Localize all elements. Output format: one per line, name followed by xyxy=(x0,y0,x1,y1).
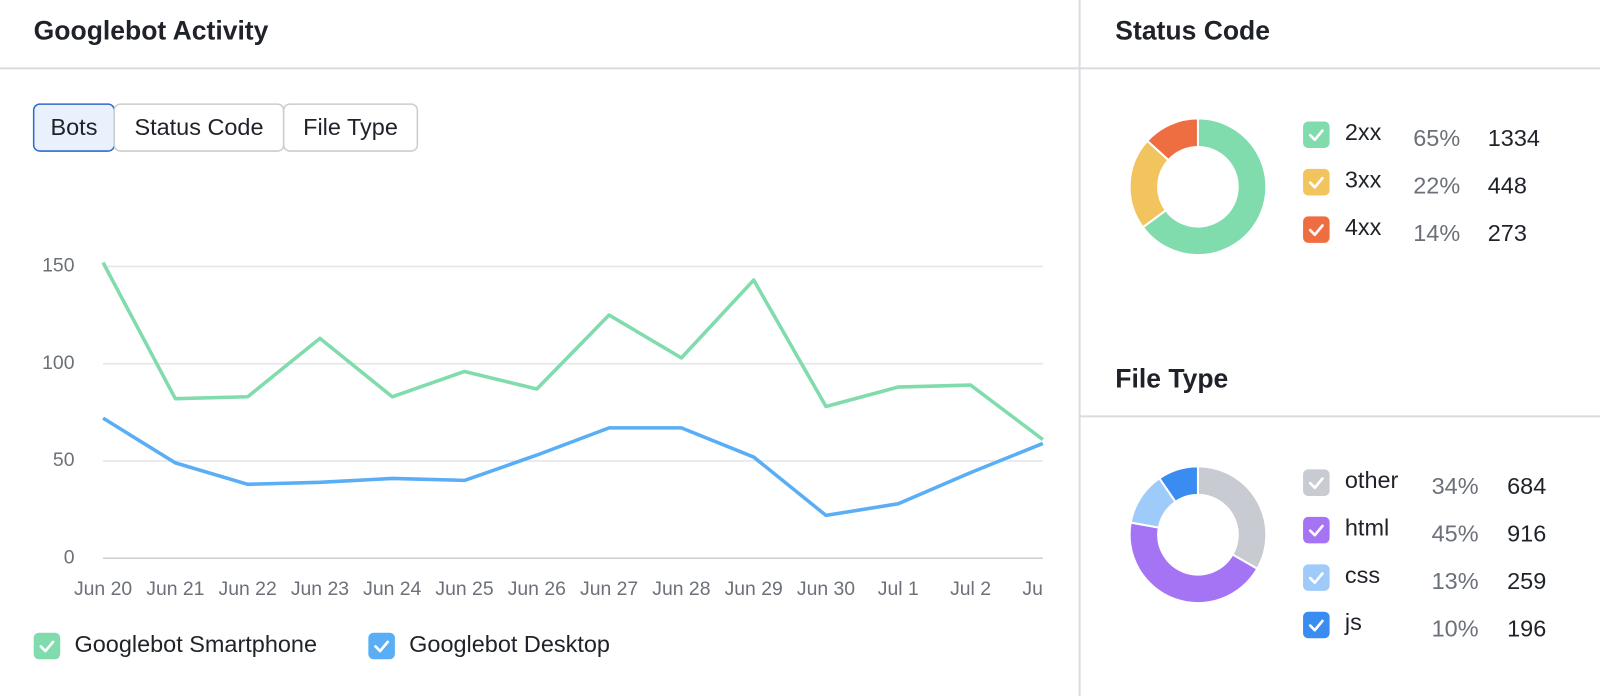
x-tick-label: Jun 21 xyxy=(146,578,204,600)
legend-label: 2xx xyxy=(1345,119,1382,145)
legend-checkbox[interactable] xyxy=(1303,469,1330,496)
count-label: 196 xyxy=(1507,615,1546,641)
x-tick-label: Jun 24 xyxy=(363,578,421,600)
x-tick-label: Ju xyxy=(1022,578,1042,600)
percent-label: 10% xyxy=(1432,615,1479,641)
legend-label: Googlebot Desktop xyxy=(409,631,610,657)
legend-label: js xyxy=(1344,609,1362,635)
check-mark xyxy=(1308,224,1324,237)
x-tick-label: Jun 27 xyxy=(580,578,638,600)
count-label: 259 xyxy=(1507,568,1546,594)
panel-title: Status Code xyxy=(1115,16,1270,46)
check-mark xyxy=(1308,176,1324,189)
x-tick-label: Jun 22 xyxy=(219,578,277,600)
x-tick-label: Jul 1 xyxy=(878,578,919,600)
panel-title: File Type xyxy=(1115,364,1228,394)
y-tick-label: 150 xyxy=(42,255,75,277)
x-tick-label: Jun 20 xyxy=(74,578,132,600)
percent-label: 13% xyxy=(1432,568,1479,594)
donut-slice xyxy=(1141,117,1268,257)
check-mark xyxy=(1308,129,1324,142)
legend-checkbox[interactable] xyxy=(1303,516,1330,544)
tab-label: Status Code xyxy=(134,114,263,140)
legend-checkbox[interactable] xyxy=(1303,564,1330,591)
percent-label: 14% xyxy=(1413,220,1460,246)
legend-label: css xyxy=(1345,562,1380,588)
legend-checkbox[interactable] xyxy=(1303,216,1330,243)
check-mark xyxy=(1308,524,1324,537)
legend-label: other xyxy=(1345,467,1399,493)
percent-label: 34% xyxy=(1432,473,1479,499)
series-line xyxy=(102,416,1044,518)
legend-label: 3xx xyxy=(1345,166,1382,192)
legend-label: html xyxy=(1345,514,1389,540)
donut-slice xyxy=(1128,521,1259,605)
x-tick-label: Jun 30 xyxy=(797,578,855,600)
check-mark xyxy=(1308,619,1324,632)
legend-checkbox[interactable] xyxy=(368,632,395,660)
tab[interactable] xyxy=(282,103,419,152)
legend-checkbox[interactable] xyxy=(33,632,61,660)
count-label: 684 xyxy=(1507,473,1546,499)
x-tick-label: Jun 26 xyxy=(508,578,566,600)
donut-slice xyxy=(1145,117,1199,162)
x-tick-label: Jul 2 xyxy=(950,578,991,600)
tab-label: File Type xyxy=(303,114,398,140)
donut-slice xyxy=(1157,465,1199,504)
y-tick-label: 50 xyxy=(53,449,75,471)
check-mark xyxy=(374,640,390,653)
series-line xyxy=(101,261,1044,441)
legend-checkbox[interactable] xyxy=(1303,168,1330,196)
check-mark xyxy=(39,640,55,653)
check-mark xyxy=(1308,477,1324,490)
donut-slice xyxy=(1196,465,1268,571)
check-mark xyxy=(1308,572,1324,585)
panel-title: Googlebot Activity xyxy=(34,16,269,46)
count-label: 448 xyxy=(1488,172,1527,198)
count-label: 273 xyxy=(1488,220,1527,246)
legend-label: Googlebot Smartphone xyxy=(74,631,317,657)
x-tick-label: Jun 23 xyxy=(291,578,349,600)
y-tick-label: 0 xyxy=(64,546,75,568)
count-label: 1334 xyxy=(1488,125,1540,151)
legend-checkbox[interactable] xyxy=(1303,121,1330,148)
x-tick-label: Jun 29 xyxy=(725,578,783,600)
percent-label: 65% xyxy=(1413,125,1460,151)
percent-label: 22% xyxy=(1413,172,1460,198)
count-label: 916 xyxy=(1507,520,1546,546)
legend-label: 4xx xyxy=(1345,214,1382,240)
percent-label: 45% xyxy=(1432,520,1479,546)
tab-label: Bots xyxy=(51,114,98,140)
x-tick-label: Jun 25 xyxy=(435,578,493,600)
x-tick-label: Jun 28 xyxy=(652,578,710,600)
y-tick-label: 100 xyxy=(42,352,75,374)
legend-checkbox[interactable] xyxy=(1303,611,1330,639)
